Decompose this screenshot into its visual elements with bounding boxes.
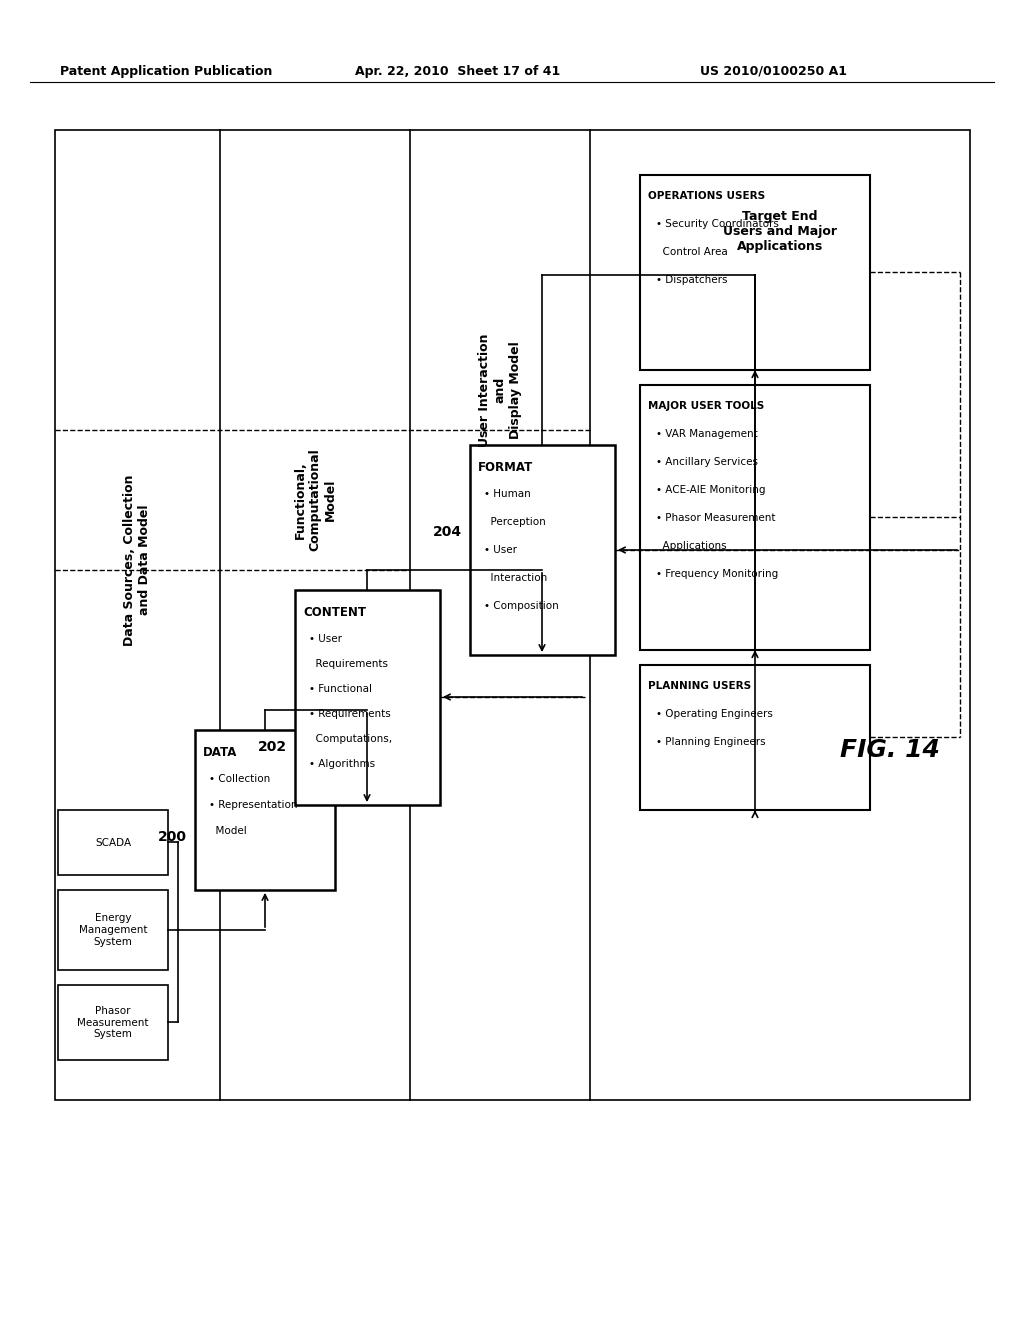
Bar <box>470 445 615 655</box>
Text: Model: Model <box>209 826 247 836</box>
Text: • Frequency Monitoring: • Frequency Monitoring <box>656 569 778 579</box>
Text: FIG. 14: FIG. 14 <box>840 738 940 762</box>
Bar <box>58 810 168 875</box>
Text: • Collection: • Collection <box>209 774 270 784</box>
Text: SCADA: SCADA <box>95 837 131 847</box>
Text: 200: 200 <box>158 830 187 843</box>
Text: Apr. 22, 2010  Sheet 17 of 41: Apr. 22, 2010 Sheet 17 of 41 <box>355 65 560 78</box>
Text: PLANNING USERS: PLANNING USERS <box>648 681 752 690</box>
Text: • Security Coordinators: • Security Coordinators <box>656 219 779 228</box>
Text: Data Sources, Collection
and Data Model: Data Sources, Collection and Data Model <box>123 474 151 645</box>
Text: Perception: Perception <box>484 517 546 527</box>
Text: OPERATIONS USERS: OPERATIONS USERS <box>648 191 765 201</box>
Bar <box>55 129 970 1100</box>
Bar <box>640 176 870 370</box>
Text: • User: • User <box>484 545 517 554</box>
Text: • Functional: • Functional <box>309 684 372 694</box>
Text: • Human: • Human <box>484 488 530 499</box>
Text: • Algorithms: • Algorithms <box>309 759 375 770</box>
Text: Functional,
Computational
Model: Functional, Computational Model <box>294 449 337 552</box>
Text: Energy
Management
System: Energy Management System <box>79 913 147 946</box>
Text: Requirements: Requirements <box>309 659 388 669</box>
Text: • Representation: • Representation <box>209 800 298 810</box>
Bar <box>58 890 168 970</box>
Text: • Planning Engineers: • Planning Engineers <box>656 737 766 747</box>
Text: Computations,: Computations, <box>309 734 392 744</box>
Text: • VAR Management: • VAR Management <box>656 429 758 440</box>
Text: DATA: DATA <box>203 746 238 759</box>
Text: User Interaction
and
Display Model: User Interaction and Display Model <box>478 333 521 446</box>
Text: Control Area: Control Area <box>656 247 728 257</box>
Text: • User: • User <box>309 634 342 644</box>
Text: 202: 202 <box>258 741 287 754</box>
Text: • Dispatchers: • Dispatchers <box>656 275 727 285</box>
Bar <box>640 385 870 649</box>
Text: CONTENT: CONTENT <box>303 606 366 619</box>
Text: • Requirements: • Requirements <box>309 709 391 719</box>
Text: • Ancillary Services: • Ancillary Services <box>656 457 758 467</box>
Text: • Composition: • Composition <box>484 601 559 611</box>
Text: Applications: Applications <box>656 541 727 550</box>
Text: Interaction: Interaction <box>484 573 547 583</box>
Text: • ACE-AIE Monitoring: • ACE-AIE Monitoring <box>656 484 766 495</box>
Text: 204: 204 <box>433 525 462 539</box>
Bar <box>295 590 440 805</box>
Text: Phasor
Measurement
System: Phasor Measurement System <box>77 1006 148 1039</box>
Bar <box>640 665 870 810</box>
Text: FORMAT: FORMAT <box>478 461 534 474</box>
Bar <box>58 985 168 1060</box>
Text: Patent Application Publication: Patent Application Publication <box>60 65 272 78</box>
Text: • Phasor Measurement: • Phasor Measurement <box>656 513 775 523</box>
Text: Target End
Users and Major
Applications: Target End Users and Major Applications <box>723 210 837 253</box>
Text: • Operating Engineers: • Operating Engineers <box>656 709 773 719</box>
Bar <box>195 730 335 890</box>
Text: US 2010/0100250 A1: US 2010/0100250 A1 <box>700 65 847 78</box>
Text: MAJOR USER TOOLS: MAJOR USER TOOLS <box>648 401 764 411</box>
